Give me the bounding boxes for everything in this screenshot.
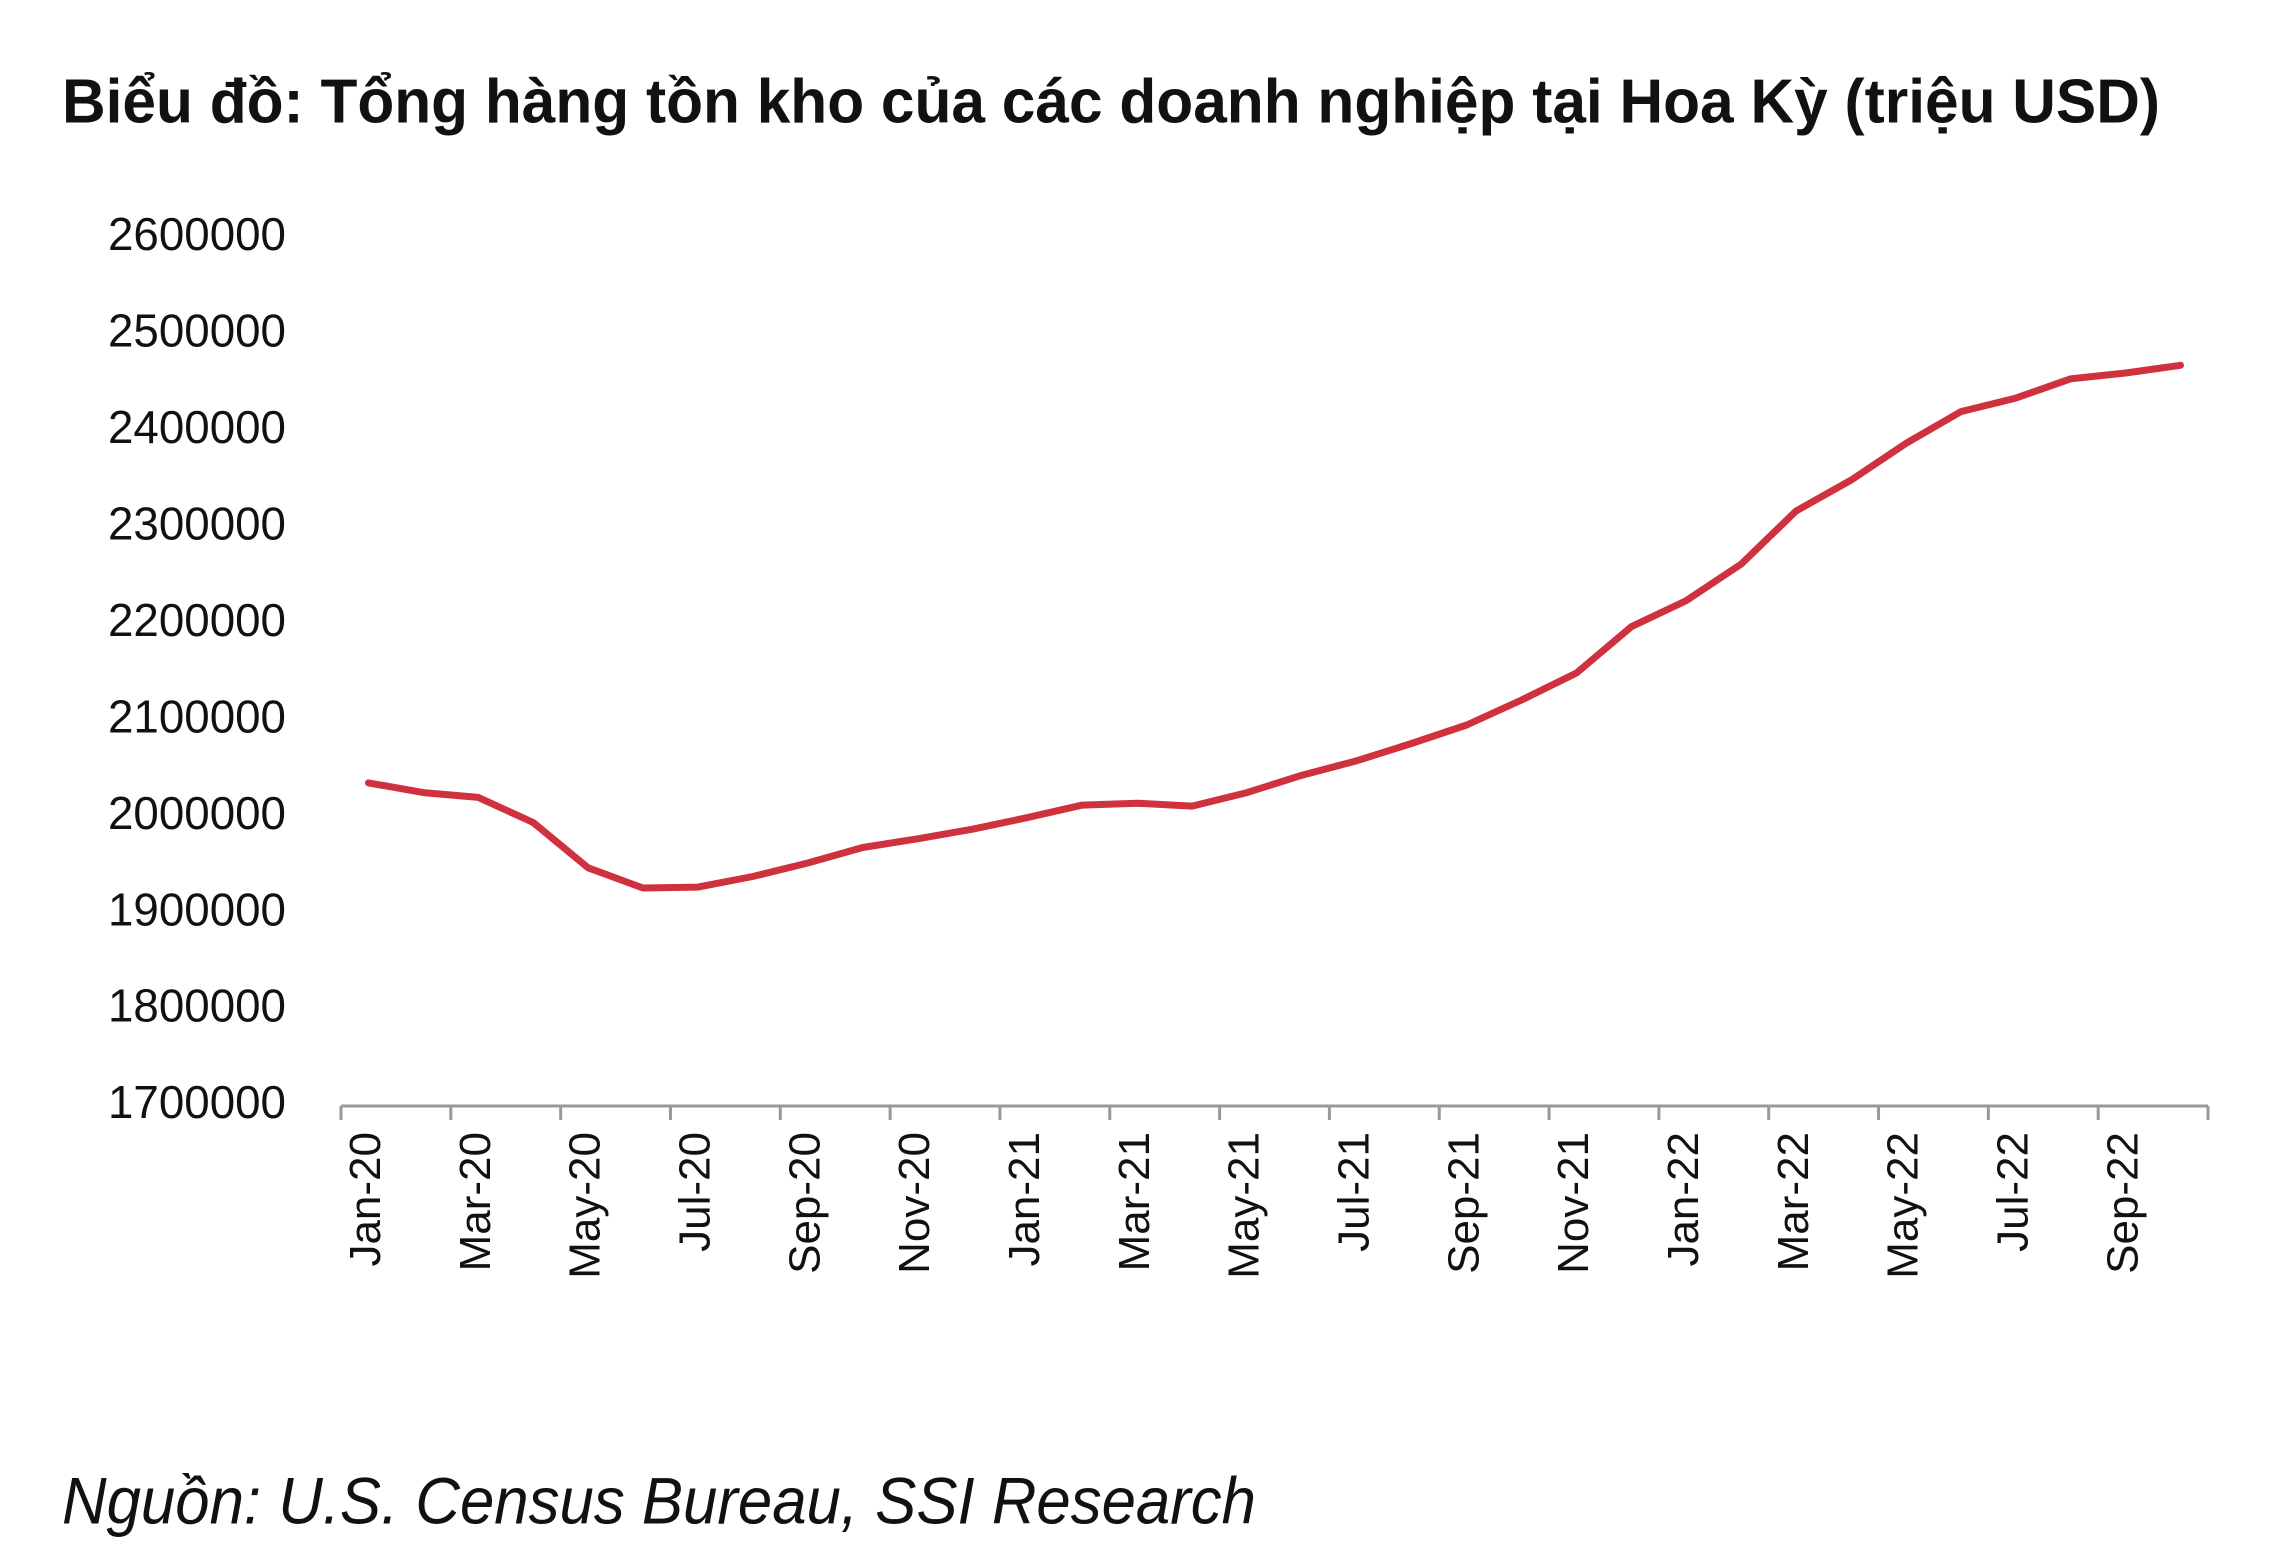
x-tick-label: May-21 [1220, 1132, 1269, 1279]
y-tick-label: 2300000 [108, 497, 286, 549]
y-tick-label: 1900000 [108, 883, 286, 935]
x-tick-label: May-20 [561, 1132, 610, 1279]
y-tick-label: 2500000 [108, 305, 286, 357]
y-tick-label: 2000000 [108, 787, 286, 839]
x-tick-label: Jul-21 [1329, 1132, 1378, 1252]
chart-title: Biểu đồ: Tổng hàng tồn kho của các doanh… [62, 67, 2160, 136]
x-tick-label: Sep-20 [780, 1132, 829, 1274]
x-tick-label: Sep-21 [1439, 1132, 1488, 1274]
y-tick-label: 2100000 [108, 690, 286, 742]
x-tick-label: Jul-22 [1988, 1132, 2037, 1252]
x-tick-label: Jan-21 [1000, 1132, 1049, 1267]
x-tick-label: Mar-22 [1769, 1132, 1818, 1271]
y-tick-label: 1800000 [108, 980, 286, 1032]
x-tick-label: Jul-20 [671, 1132, 720, 1252]
y-tick-label: 2400000 [108, 401, 286, 453]
x-tick-label: Nov-21 [1549, 1132, 1598, 1274]
x-tick-label: May-22 [1879, 1132, 1928, 1279]
x-tick-label: Jan-20 [341, 1132, 390, 1267]
x-tick-label: Sep-22 [2098, 1132, 2147, 1274]
data-line [365, 361, 2184, 892]
x-tick-label: Mar-20 [451, 1132, 500, 1271]
y-tick-label: 1700000 [108, 1076, 286, 1128]
x-tick-label: Nov-20 [890, 1132, 939, 1274]
y-tick-label: 2600000 [108, 208, 286, 260]
y-tick-label: 2200000 [108, 594, 286, 646]
x-tick-label: Jan-22 [1659, 1132, 1708, 1267]
x-tick-label: Mar-21 [1110, 1132, 1159, 1271]
source-note: Nguồn: U.S. Census Bureau, SSI Research [62, 1463, 1256, 1537]
